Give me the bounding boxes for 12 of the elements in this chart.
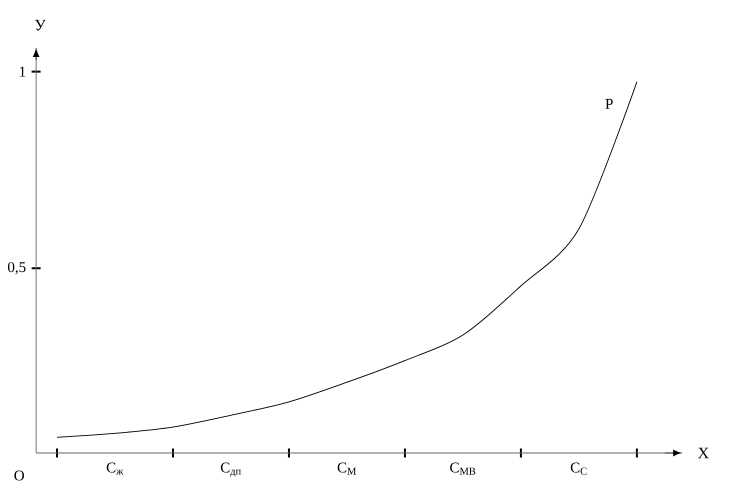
y-axis-title: У [34, 20, 46, 30]
series-label: Р [606, 98, 613, 109]
x-axis-title: X [698, 448, 709, 458]
x-tick-label: С$_{дп}$ [220, 462, 241, 477]
x-tick-label: С$_{С}$ [570, 462, 587, 475]
y-tick-label: 0,5 [8, 262, 26, 274]
x-tick-label: С$_{ж}$ [106, 462, 124, 475]
y-tick-label: 1 [20, 66, 26, 77]
line-series [56, 81, 638, 438]
text: O [14, 470, 24, 481]
x-tick-label: С$_{М}$ [338, 462, 356, 475]
x-tick-label: С$_{МВ}$ [450, 462, 476, 475]
